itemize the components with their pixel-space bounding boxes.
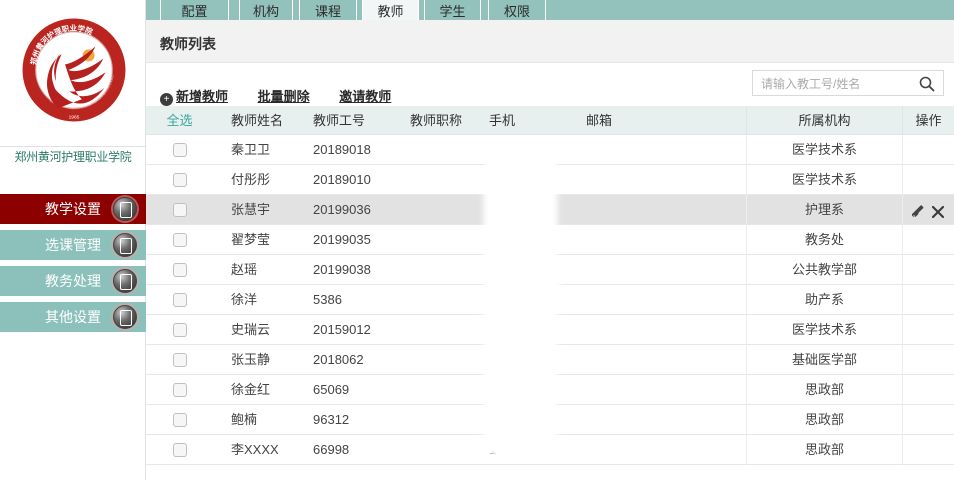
svg-text:1965: 1965 — [69, 114, 80, 120]
